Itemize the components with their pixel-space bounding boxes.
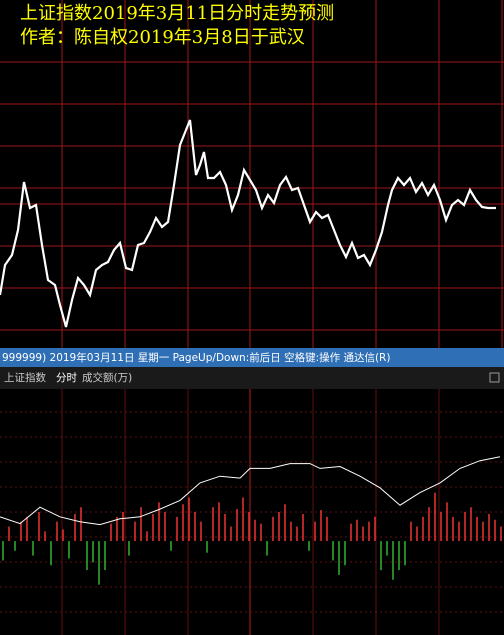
- top-chart: [0, 0, 504, 348]
- tab-bar: [0, 367, 504, 389]
- bottom-chart: [0, 389, 504, 635]
- price-line: [0, 119, 496, 328]
- tab[interactable]: 分时: [56, 372, 77, 384]
- top-panel: [0, 0, 504, 348]
- title: 上证指数2019年3月11日分时走势预测: [20, 3, 334, 24]
- tab[interactable]: 上证指数: [4, 371, 46, 384]
- toolbar-text: 999999) 2019年03月11日 星期一 PageUp/Down:前后日 …: [2, 351, 390, 364]
- subtitle: 作者：陈自权2019年3月8日于武汉: [20, 27, 305, 48]
- panel-button[interactable]: [489, 372, 500, 383]
- index-line: [0, 456, 501, 526]
- toolbar: [0, 348, 504, 367]
- tab[interactable]: 成交额(万): [82, 371, 132, 384]
